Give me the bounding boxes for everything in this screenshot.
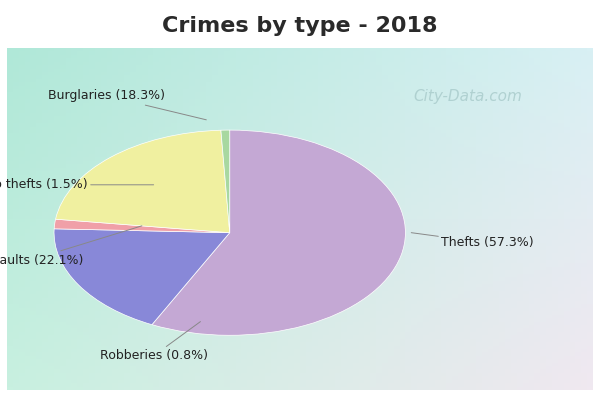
Wedge shape	[54, 219, 230, 233]
Wedge shape	[152, 130, 406, 335]
Wedge shape	[221, 130, 230, 233]
Text: Crimes by type - 2018: Crimes by type - 2018	[162, 16, 438, 36]
Text: Assaults (22.1%): Assaults (22.1%)	[0, 226, 142, 266]
Wedge shape	[56, 130, 230, 233]
Text: Thefts (57.3%): Thefts (57.3%)	[411, 233, 534, 250]
Text: Auto thefts (1.5%): Auto thefts (1.5%)	[0, 178, 154, 191]
Text: City-Data.com: City-Data.com	[413, 89, 523, 104]
Wedge shape	[54, 229, 230, 325]
Text: Robberies (0.8%): Robberies (0.8%)	[100, 322, 208, 362]
Text: Burglaries (18.3%): Burglaries (18.3%)	[48, 89, 206, 120]
